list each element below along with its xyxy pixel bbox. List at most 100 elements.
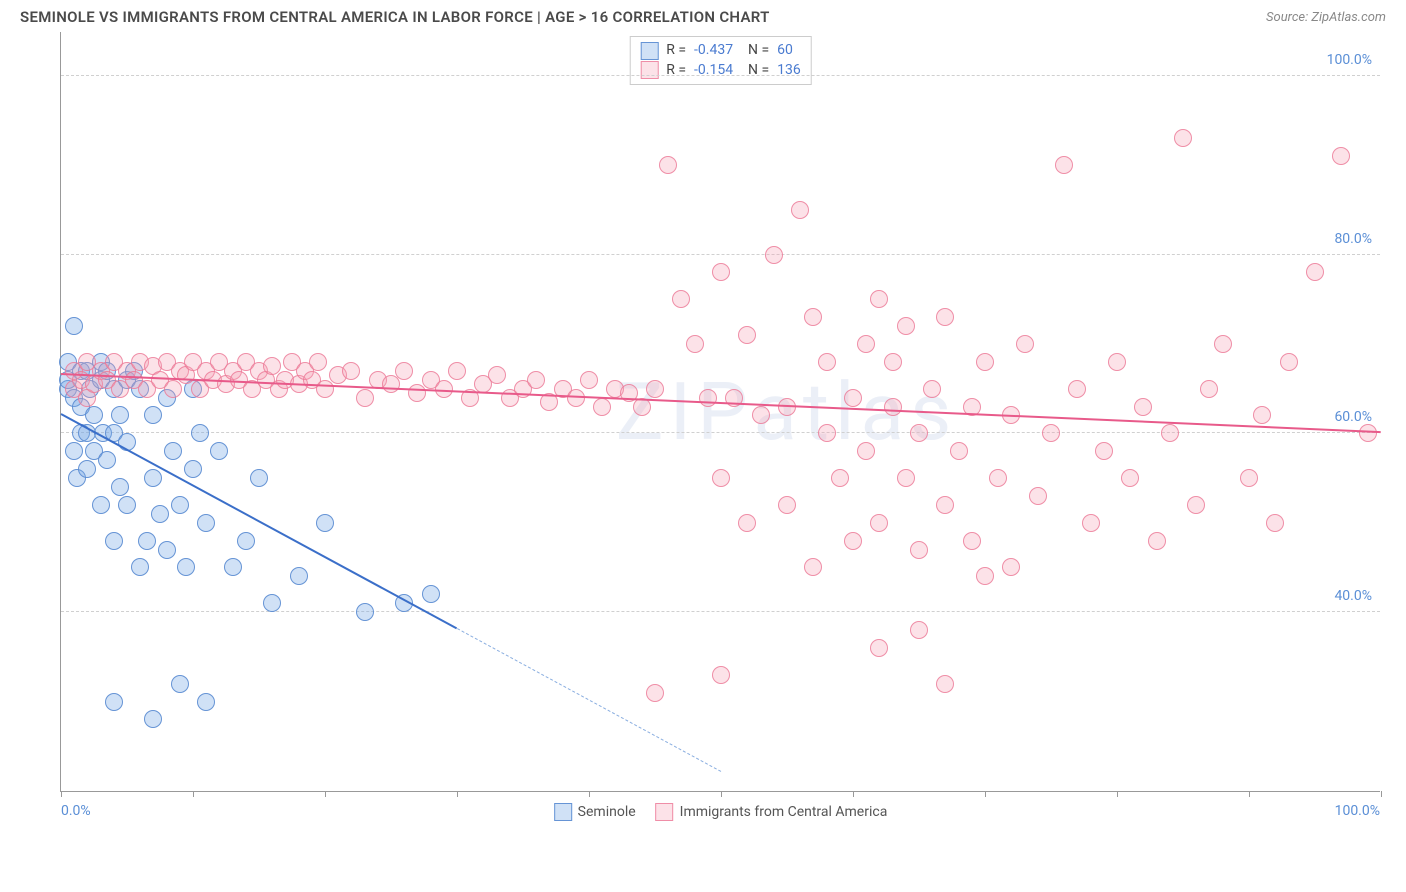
ytick-label: 100.0%	[1327, 52, 1372, 68]
data-point	[111, 478, 129, 496]
data-point	[976, 353, 994, 371]
data-point	[488, 366, 506, 384]
data-point	[395, 362, 413, 380]
data-point	[138, 532, 156, 550]
data-point	[164, 442, 182, 460]
data-point	[752, 406, 770, 424]
gridline	[61, 75, 1380, 76]
ytick-label: 40.0%	[1334, 588, 1372, 604]
corr-row-1: R = -0.437 N = 60	[640, 41, 801, 61]
ytick-label: 60.0%	[1334, 409, 1372, 425]
data-point	[672, 290, 690, 308]
data-point	[1134, 398, 1152, 416]
data-point	[936, 675, 954, 693]
data-point	[382, 375, 400, 393]
data-point	[963, 532, 981, 550]
data-point	[844, 532, 862, 550]
data-point	[765, 246, 783, 264]
data-point	[1095, 442, 1113, 460]
data-point	[1280, 353, 1298, 371]
data-point	[263, 594, 281, 612]
xtick-mark	[457, 791, 458, 797]
legend-item-1: Seminole	[554, 803, 636, 821]
data-point	[659, 156, 677, 174]
data-point	[98, 451, 116, 469]
corr-r-val-2: -0.154	[694, 61, 733, 81]
corr-r-label-2: R =	[666, 61, 686, 81]
data-point	[1187, 496, 1205, 514]
data-point	[923, 380, 941, 398]
data-point	[1332, 147, 1350, 165]
xaxis-max-label: 100.0%	[1335, 803, 1380, 819]
data-point	[897, 317, 915, 335]
data-point	[804, 308, 822, 326]
data-point	[527, 371, 545, 389]
data-point	[818, 424, 836, 442]
chart-title: SEMINOLE VS IMMIGRANTS FROM CENTRAL AMER…	[20, 8, 770, 26]
data-point	[870, 290, 888, 308]
data-point	[1240, 469, 1258, 487]
data-point	[712, 666, 730, 684]
data-point	[1306, 263, 1324, 281]
corr-n-val-2: 136	[777, 61, 801, 81]
xtick-mark	[193, 791, 194, 797]
data-point	[316, 514, 334, 532]
data-point	[1214, 335, 1232, 353]
data-point	[118, 496, 136, 514]
xtick-mark	[1381, 791, 1382, 797]
data-point	[1359, 424, 1377, 442]
data-point	[105, 532, 123, 550]
xtick-mark	[985, 791, 986, 797]
data-point	[897, 469, 915, 487]
data-point	[884, 353, 902, 371]
swatch-blue-icon	[640, 42, 658, 60]
data-point	[870, 514, 888, 532]
data-point	[1148, 532, 1166, 550]
data-point	[422, 585, 440, 603]
data-point	[910, 541, 928, 559]
legend-item-2: Immigrants from Central America	[656, 803, 888, 821]
data-point	[290, 567, 308, 585]
data-point	[158, 541, 176, 559]
data-point	[448, 362, 466, 380]
data-point	[131, 558, 149, 576]
data-point	[1029, 487, 1047, 505]
swatch-pink-icon	[640, 61, 658, 79]
xtick-mark	[325, 791, 326, 797]
data-point	[111, 406, 129, 424]
data-point	[1121, 469, 1139, 487]
data-point	[1055, 156, 1073, 174]
title-bar: SEMINOLE VS IMMIGRANTS FROM CENTRAL AMER…	[0, 0, 1406, 32]
source-text: Source: ZipAtlas.com	[1266, 10, 1386, 25]
legend-label-1: Seminole	[578, 804, 636, 820]
data-point	[171, 675, 189, 693]
correlation-box: R = -0.437 N = 60 R = -0.154 N = 136	[629, 36, 812, 85]
data-point	[197, 693, 215, 711]
xtick-mark	[721, 791, 722, 797]
data-point	[151, 505, 169, 523]
data-point	[646, 380, 664, 398]
trend-line	[61, 414, 458, 630]
data-point	[1068, 380, 1086, 398]
data-point	[1253, 406, 1271, 424]
data-point	[936, 496, 954, 514]
data-point	[197, 514, 215, 532]
data-point	[976, 567, 994, 585]
data-point	[712, 263, 730, 281]
data-point	[237, 532, 255, 550]
legend-label-2: Immigrants from Central America	[680, 804, 888, 820]
data-point	[210, 442, 228, 460]
data-point	[712, 469, 730, 487]
data-point	[1016, 335, 1034, 353]
data-point	[356, 389, 374, 407]
xtick-mark	[1117, 791, 1118, 797]
corr-n-label-2: N =	[741, 61, 769, 81]
legend: Seminole Immigrants from Central America	[554, 803, 888, 821]
data-point	[164, 380, 182, 398]
corr-r-val-1: -0.437	[694, 41, 733, 61]
data-point	[1042, 424, 1060, 442]
data-point	[1161, 424, 1179, 442]
data-point	[408, 384, 426, 402]
data-point	[580, 371, 598, 389]
data-point	[910, 621, 928, 639]
